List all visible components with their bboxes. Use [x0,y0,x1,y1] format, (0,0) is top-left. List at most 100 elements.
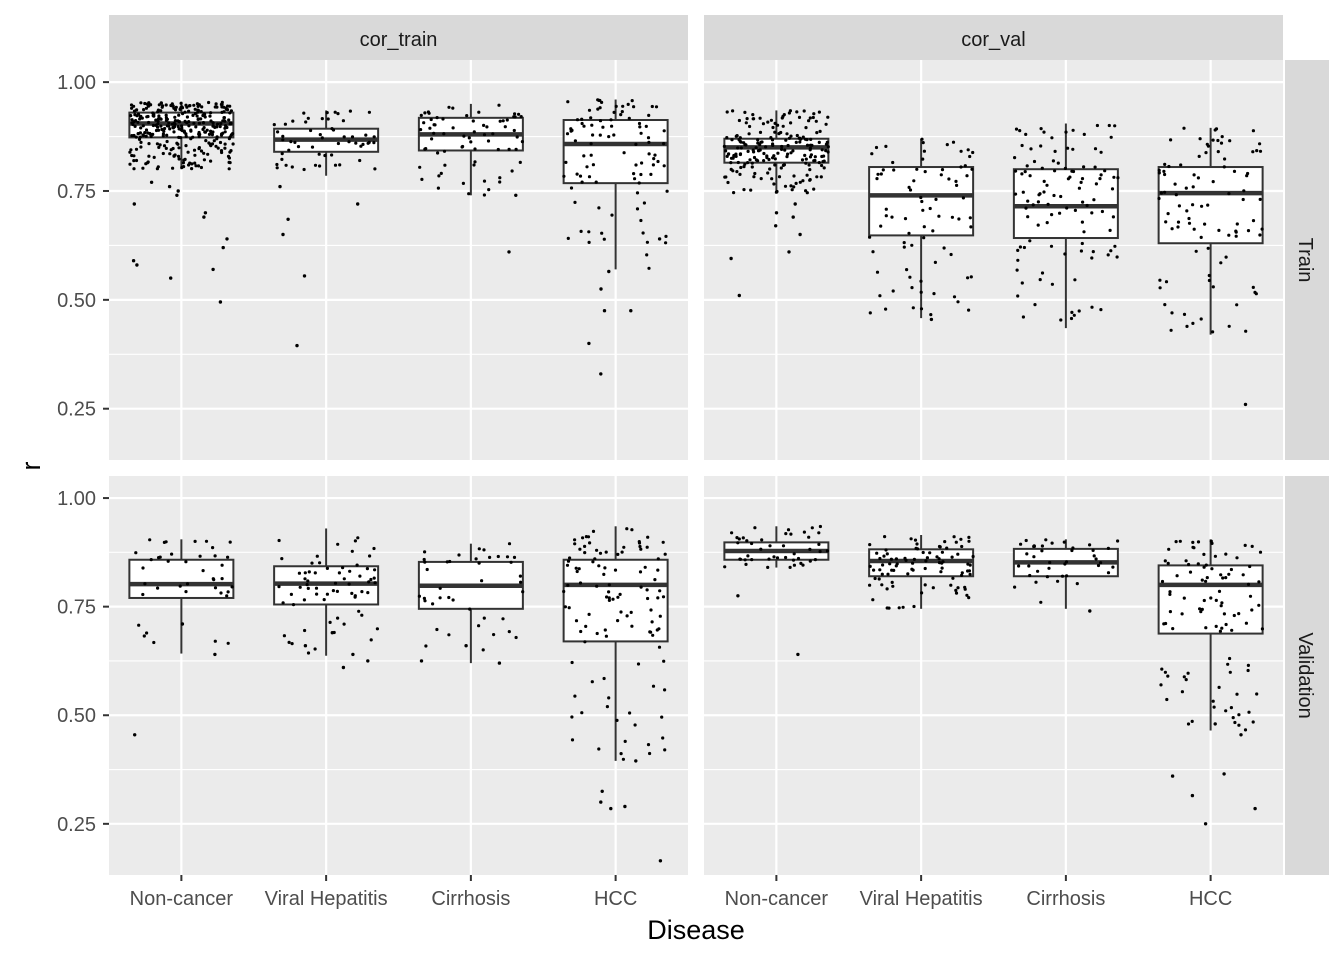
jitter-point [1207,273,1211,278]
outlier-point [1253,806,1257,811]
jitter-point [149,558,153,562]
jitter-point [1071,128,1075,132]
jitter-point [570,660,574,665]
strip-column-background [109,15,688,60]
jitter-point [356,536,360,540]
jitter-point [289,592,293,597]
jitter-point [1045,575,1049,579]
jitter-point [228,135,232,139]
jitter-point [638,544,642,549]
jitter-point [159,109,163,113]
jitter-point [1069,316,1074,321]
jitter-point [291,119,295,123]
jitter-point [333,163,338,167]
jitter-point [787,136,792,140]
jitter-point [875,551,879,555]
jitter-point [614,104,618,108]
jitter-point [152,640,156,645]
jitter-point [1248,594,1253,598]
jitter-point [1159,683,1163,687]
jitter-point [422,596,426,601]
strips-layer: cor_train cor_val Train Validation [109,15,1329,875]
outlier-point [176,189,180,193]
jitter-point [1051,159,1055,163]
jitter-point [795,110,799,114]
y-tick-label: 0.75 [57,181,96,203]
jitter-point [1080,177,1085,181]
jitter-point [229,121,233,126]
jitter-point [783,148,787,152]
jitter-point [1174,540,1178,544]
jitter-point [750,541,754,546]
jitter-point [1224,709,1228,713]
jitter-point [183,119,187,123]
outlier-point [303,644,308,648]
jitter-point [231,142,235,146]
jitter-point [225,125,229,130]
jitter-point [1246,171,1250,176]
jitter-point [791,149,795,153]
jitter-point [1026,199,1030,203]
jitter-point [956,552,960,556]
jitter-point [786,143,790,148]
jitter-point [818,549,822,554]
jitter-point [1032,544,1036,548]
x-tick-label: HCC [594,888,637,910]
jitter-point [203,115,207,119]
jitter-point [1254,292,1258,296]
jitter-point [780,144,784,149]
jitter-point [1234,234,1238,238]
jitter-point [197,147,201,151]
jitter-point [937,557,941,561]
jitter-point [761,122,766,126]
jitter-point [180,165,184,170]
jitter-point [360,613,364,617]
jitter-point [181,112,185,116]
jitter-point [630,99,634,103]
jitter-point [443,163,447,167]
jitter-point [903,217,908,221]
jitter-point [1222,165,1226,169]
jitter-point [213,639,217,643]
jitter-point [167,121,171,125]
jitter-point [281,138,285,142]
strip-row-background [1285,60,1329,460]
jitter-point [1016,294,1020,298]
jitter-point [954,588,958,593]
jitter-point [751,148,755,152]
jitter-point [963,164,967,168]
jitter-point [1085,203,1089,208]
jitter-point [1206,203,1210,207]
jitter-point [1029,147,1033,151]
jitter-point [1217,228,1221,232]
jitter-point [750,161,754,165]
jitter-point [1027,564,1031,568]
jitter-point [812,187,816,191]
jitter-point [350,591,354,596]
jitter-point [1073,208,1077,212]
jitter-point [1015,268,1019,272]
jitter-point [871,598,875,602]
jitter-point [660,715,664,719]
jitter-point [881,168,885,172]
outlier-point [1203,822,1208,826]
jitter-point [1237,723,1241,727]
jitter-point [481,648,485,652]
jitter-point [725,136,729,140]
jitter-point [920,591,924,595]
jitter-point [465,114,469,118]
jitter-point [885,587,889,591]
strip-column-background [704,15,1283,60]
jitter-point [596,107,600,111]
jitter-point [1258,550,1263,554]
jitter-point [1169,138,1173,142]
jitter-point [368,554,372,558]
jitter-point [657,627,661,631]
jitter-point [779,166,783,170]
jitter-point [165,139,169,144]
jitter-point [919,307,924,311]
jitter-point [818,129,822,133]
jitter-point [1233,720,1237,725]
jitter-point [1070,548,1074,553]
jitter-point [935,555,939,559]
